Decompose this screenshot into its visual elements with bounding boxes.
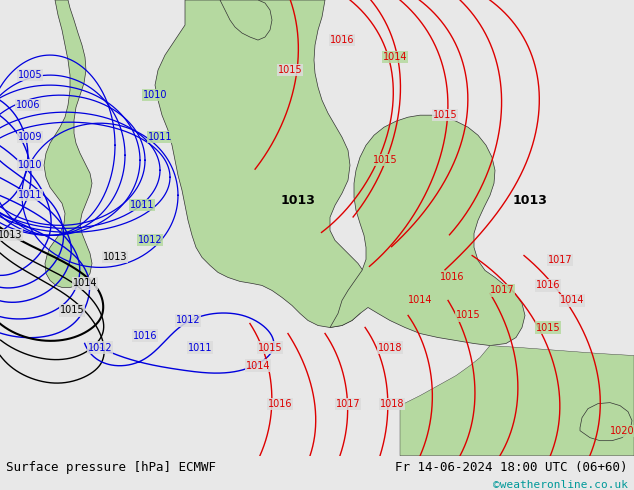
Polygon shape [155, 0, 368, 327]
Text: 1012: 1012 [138, 235, 162, 245]
Text: 1018: 1018 [378, 343, 402, 352]
Text: ©weatheronline.co.uk: ©weatheronline.co.uk [493, 480, 628, 490]
Text: 1011: 1011 [18, 190, 42, 200]
Text: 1013: 1013 [0, 230, 22, 241]
Text: 1015: 1015 [373, 155, 398, 165]
Text: 1014: 1014 [73, 278, 97, 289]
Text: Surface pressure [hPa] ECMWF: Surface pressure [hPa] ECMWF [6, 461, 216, 474]
Text: 1016: 1016 [268, 399, 292, 409]
Text: 1015: 1015 [60, 305, 84, 316]
Text: 1014: 1014 [383, 52, 407, 62]
Text: 1018: 1018 [380, 399, 404, 409]
Polygon shape [220, 0, 272, 40]
Text: 1015: 1015 [456, 311, 481, 320]
Text: 1020: 1020 [610, 426, 634, 436]
Polygon shape [400, 345, 634, 456]
Text: 1016: 1016 [536, 280, 560, 291]
Text: 1011: 1011 [148, 132, 172, 142]
Text: 1010: 1010 [18, 160, 42, 170]
Text: 1009: 1009 [18, 132, 42, 142]
Text: 1006: 1006 [16, 100, 40, 110]
Text: 1017: 1017 [548, 255, 573, 266]
Text: 1012: 1012 [176, 316, 200, 325]
Text: 1011: 1011 [130, 200, 154, 210]
Text: 1013: 1013 [512, 194, 547, 207]
Polygon shape [330, 115, 525, 345]
Text: 1013: 1013 [103, 252, 127, 263]
Polygon shape [580, 403, 632, 441]
Text: 1013: 1013 [281, 194, 316, 207]
Text: 1015: 1015 [278, 65, 302, 75]
Text: 1014: 1014 [246, 361, 270, 370]
Text: 1015: 1015 [257, 343, 282, 352]
Text: 1014: 1014 [408, 295, 432, 305]
Polygon shape [44, 0, 92, 288]
Text: 1011: 1011 [188, 343, 212, 352]
Text: 1016: 1016 [440, 272, 464, 282]
Text: 1016: 1016 [133, 331, 157, 341]
Text: 1017: 1017 [335, 399, 360, 409]
Text: 1005: 1005 [18, 70, 42, 80]
Text: 1010: 1010 [143, 90, 167, 100]
Text: 1015: 1015 [432, 110, 457, 120]
Text: Fr 14-06-2024 18:00 UTC (06+60): Fr 14-06-2024 18:00 UTC (06+60) [395, 461, 628, 474]
Text: 1017: 1017 [489, 286, 514, 295]
Text: 1014: 1014 [560, 295, 585, 305]
Text: 1015: 1015 [536, 322, 560, 333]
Text: 1012: 1012 [87, 343, 112, 352]
Text: 1016: 1016 [330, 35, 354, 45]
